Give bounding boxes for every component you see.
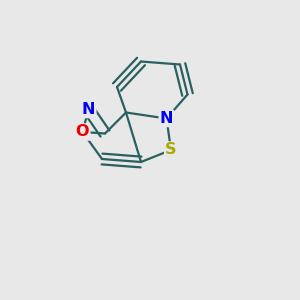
- Text: O: O: [76, 124, 89, 140]
- Text: S: S: [165, 142, 177, 158]
- Text: N: N: [82, 102, 95, 117]
- Text: N: N: [160, 111, 173, 126]
